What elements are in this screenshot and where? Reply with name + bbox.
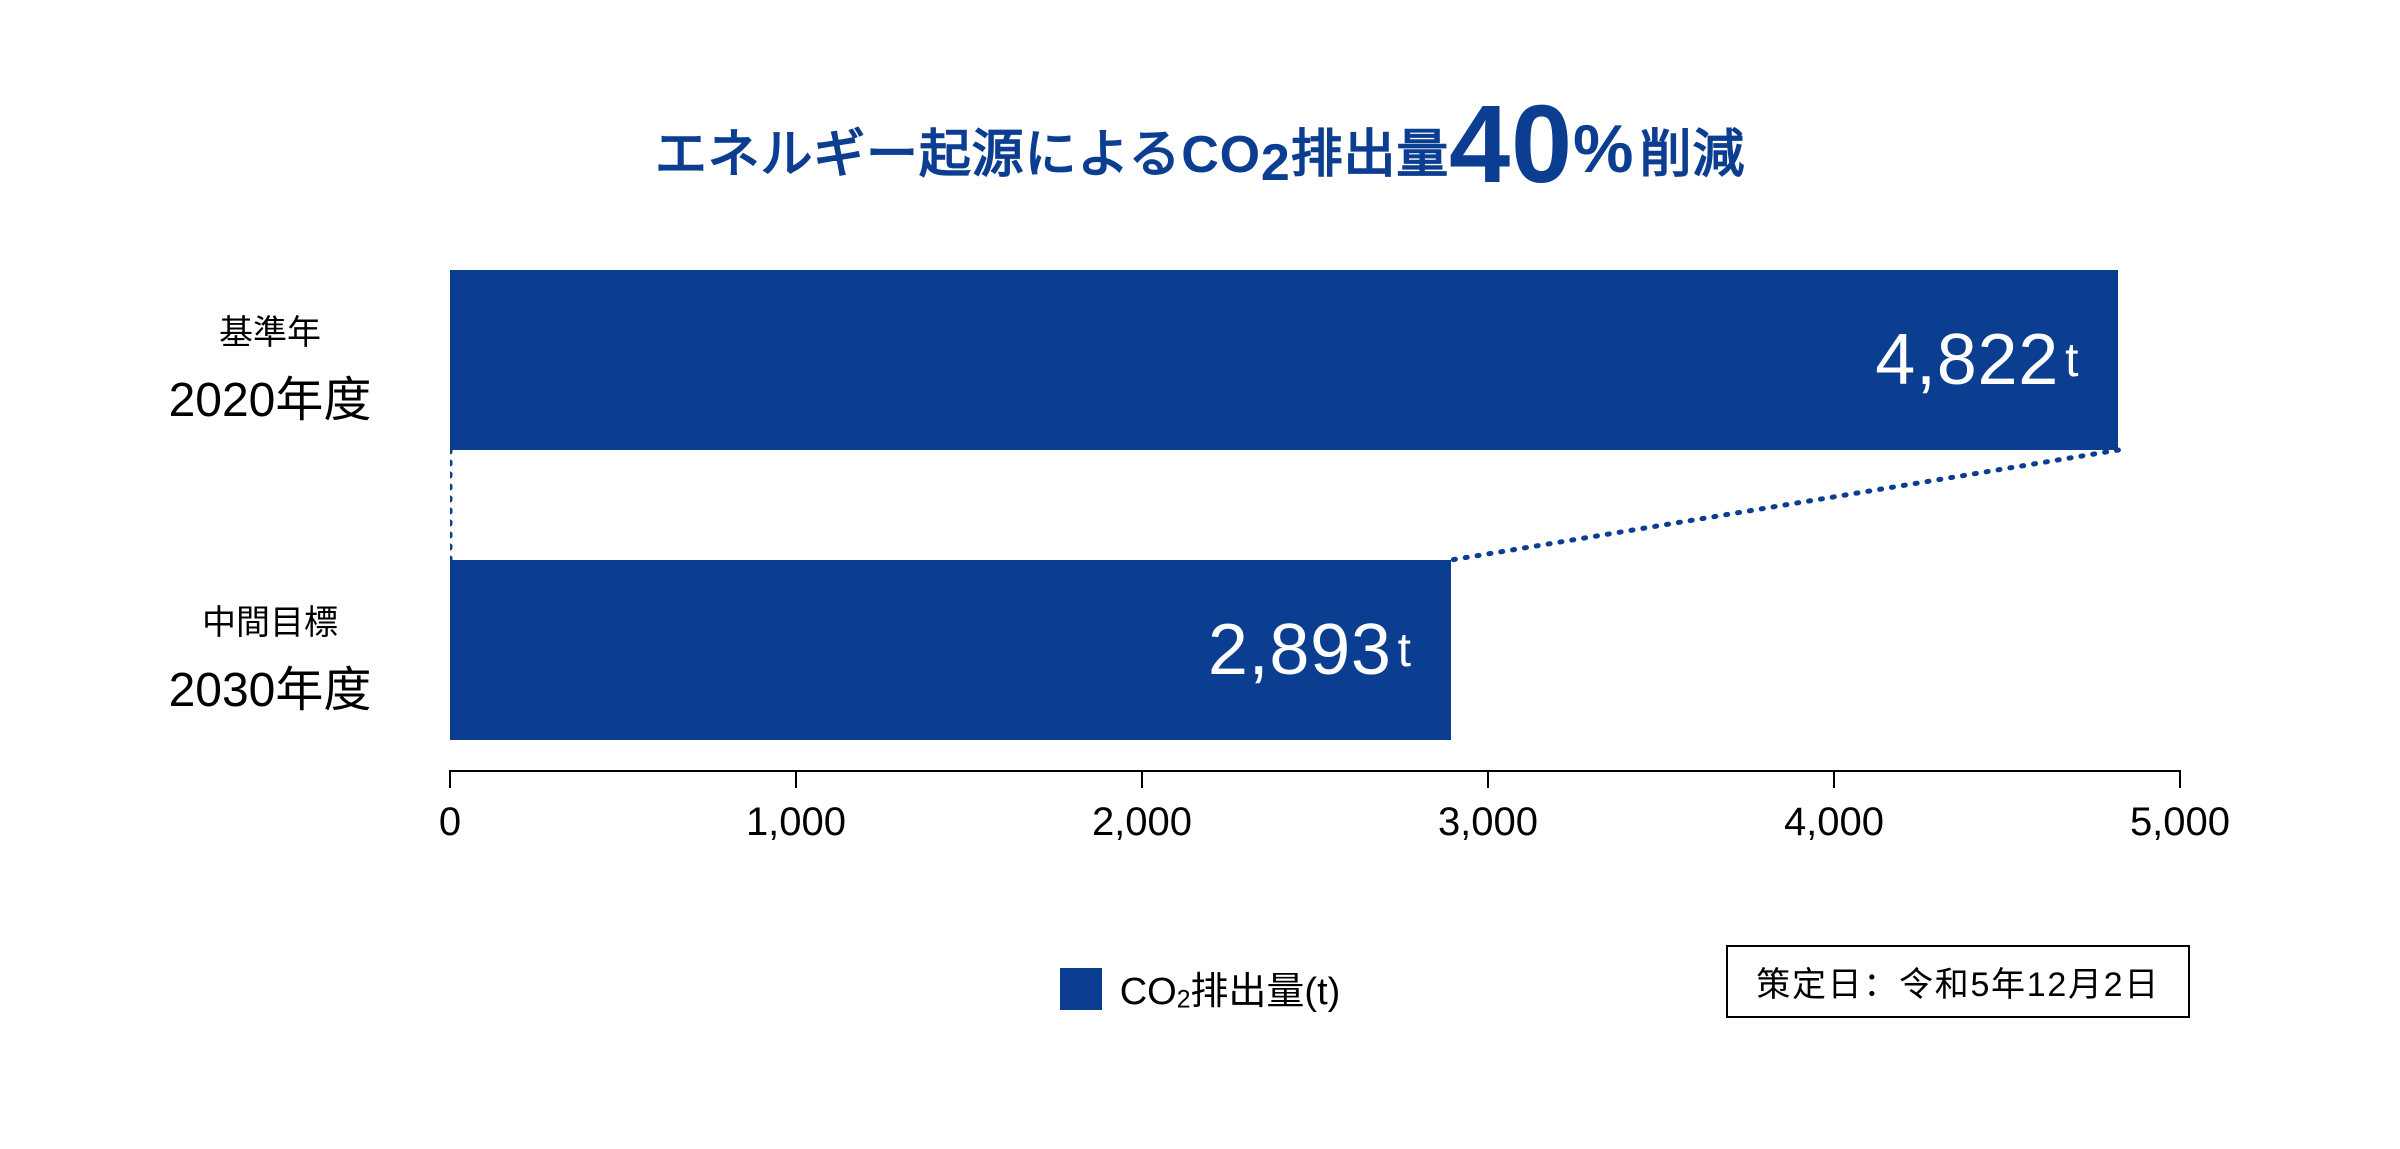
ylabel-2020-main: 2020年度 [120, 360, 420, 430]
chart-container: エネルギー起源によるCO2排出量40% 削減 基準年 2020年度 中間目標 2… [0, 0, 2400, 1149]
bar-2030: 2,893t [450, 560, 1451, 740]
title-big-number: 40 [1449, 83, 1573, 206]
chart-title: エネルギー起源によるCO2排出量40% 削減 [0, 90, 2400, 200]
x-tick-label: 5,000 [2100, 800, 2260, 845]
x-tick-mark [449, 770, 451, 788]
legend-label-sub: 2 [1177, 987, 1191, 1014]
bar-2030-value: 2,893 [1208, 609, 1392, 691]
title-co2-sub: 2 [1261, 134, 1291, 192]
title-prefix: エネルギー起源によるCO [655, 126, 1261, 184]
x-tick-label: 3,000 [1408, 800, 1568, 845]
ylabel-2020-sub: 基準年 [120, 305, 420, 354]
legend-swatch [1060, 968, 1102, 1010]
x-axis-line [450, 770, 2180, 772]
ylabel-2030: 中間目標 2030年度 [120, 595, 420, 720]
bar-2030-unit: t [1398, 623, 1411, 678]
bar-2020: 4,822t [450, 270, 2118, 450]
x-tick-mark [795, 770, 797, 788]
bar-2020-unit: t [2065, 333, 2078, 388]
title-percent: % [1573, 111, 1634, 187]
title-mid: 排出量 [1291, 126, 1449, 184]
bar-2020-value: 4,822 [1875, 319, 2059, 401]
ylabel-2030-sub: 中間目標 [120, 595, 420, 644]
date-box: 策定日：令和5年12月2日 [1726, 945, 2190, 1018]
x-tick-mark [1141, 770, 1143, 788]
title-suffix: 削減 [1640, 126, 1746, 184]
legend-label-prefix: CO [1120, 971, 1177, 1013]
x-tick-label: 4,000 [1754, 800, 1914, 845]
plot-area: 基準年 2020年度 中間目標 2030年度 4,822t 2,893t 01,… [450, 270, 2180, 800]
ylabel-2020: 基準年 2020年度 [120, 305, 420, 430]
legend-label-suffix: 排出量(t) [1190, 971, 1340, 1013]
ylabel-2030-main: 2030年度 [120, 650, 420, 720]
x-tick-mark [2179, 770, 2181, 788]
x-tick-label: 2,000 [1062, 800, 1222, 845]
x-tick-mark [1833, 770, 1835, 788]
x-tick-label: 1,000 [716, 800, 876, 845]
x-tick-label: 0 [370, 800, 530, 845]
x-tick-mark [1487, 770, 1489, 788]
